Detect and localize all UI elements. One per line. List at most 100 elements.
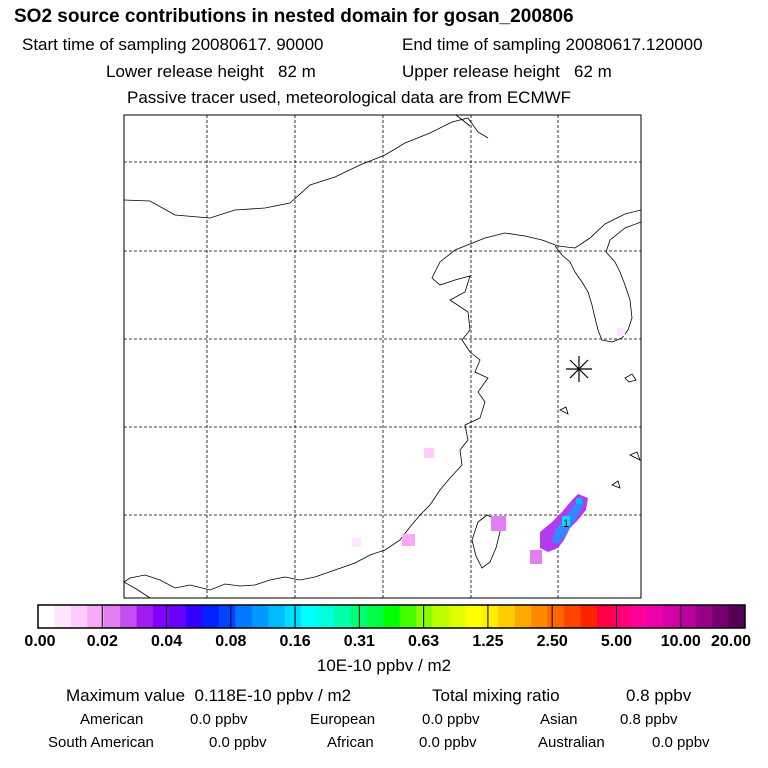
colorbar-swatch [416, 605, 434, 628]
region-value: 0.0 ppbv [652, 734, 710, 751]
colorbar-swatch [218, 605, 236, 628]
lower-height-label: Lower release height [106, 62, 264, 81]
asterisk-icon [566, 356, 592, 382]
end-time-value: 20080617.120000 [565, 35, 703, 54]
total-mixing-ratio-label: Total mixing ratio [432, 686, 560, 705]
colorbar-swatch [38, 605, 55, 628]
region-value: 0.0 ppbv [422, 711, 480, 728]
region-name: American [80, 711, 144, 728]
colorbar-swatch [383, 605, 401, 628]
colorbar [38, 605, 746, 628]
colorbar-swatch [613, 605, 631, 628]
colorbar-swatch [120, 605, 138, 628]
colorbar-tick-label: 0.04 [150, 633, 183, 650]
colorbar-swatch [514, 605, 532, 628]
region-name: African [327, 734, 374, 751]
colorbar-unit: 10E-10 ppbv / m2 [316, 656, 452, 675]
colorbar-swatch [531, 605, 549, 628]
colorbar-tick-label: 0.02 [86, 633, 118, 650]
upper-release-height: Upper release height 62 m [402, 62, 612, 82]
lower-release-height: Lower release height 82 m [106, 62, 316, 82]
concentration-cell [562, 516, 570, 526]
colorbar-swatch [268, 605, 286, 628]
colorbar-swatch [432, 605, 450, 628]
colorbar-swatch [564, 605, 582, 628]
start-time-value: 20080617. 90000 [191, 35, 324, 54]
colorbar-swatch [728, 605, 746, 628]
lower-height-value: 82 m [278, 62, 316, 81]
region-value: 0.0 ppbv [209, 734, 267, 751]
colorbar-swatch [70, 605, 88, 628]
colorbar-swatch [317, 605, 335, 628]
colorbar-swatch [103, 605, 121, 628]
colorbar-swatch [679, 605, 697, 628]
map-grid [124, 115, 641, 598]
colorbar-swatch [169, 605, 187, 628]
concentration-cell [491, 516, 506, 531]
concentration-cell [424, 448, 434, 458]
colorbar-swatch [695, 605, 713, 628]
colorbar-swatch [251, 605, 269, 628]
map-frame [123, 114, 642, 599]
colorbar-tick-label: 0.63 [408, 633, 440, 650]
region-value: 0.0 ppbv [419, 734, 477, 751]
colorbar-swatch [629, 605, 647, 628]
colorbar-tick-label: 20.00 [710, 633, 752, 650]
max-label: Maximum value [66, 686, 186, 705]
upper-height-value: 62 m [574, 62, 612, 81]
colorbar-swatch [662, 605, 680, 628]
colorbar-swatch [87, 605, 105, 628]
colorbar-swatch [481, 605, 499, 628]
concentration-cells [352, 328, 625, 564]
colorbar-swatch [185, 605, 203, 628]
region-name: Asian [540, 711, 578, 728]
concentration-cell [530, 550, 542, 564]
plot-title: SO2 source contributions in nested domai… [14, 6, 574, 27]
colorbar-swatch [465, 605, 483, 628]
colorbar-swatch [449, 605, 466, 628]
colorbar-swatch [366, 605, 384, 628]
colorbar-tick-label: 10.00 [660, 633, 701, 650]
start-time-label: Start time of sampling [22, 35, 187, 54]
cell-label: 1 [563, 518, 569, 530]
colorbar-swatch [153, 605, 171, 628]
colorbar-swatch [646, 605, 664, 628]
colorbar-swatch [136, 605, 154, 628]
region-name: European [310, 711, 376, 728]
colorbar-swatch [712, 605, 730, 628]
tracer-note: Passive tracer used, meteorological data… [127, 88, 572, 107]
colorbar-swatch [54, 605, 72, 628]
colorbar-swatch [399, 605, 417, 628]
colorbar-swatch [202, 605, 220, 628]
concentration-cell [617, 328, 625, 336]
colorbar-tick-label: 1.25 [472, 633, 504, 650]
region-value: 0.8 ppbv [620, 711, 678, 728]
concentration-cell [402, 534, 415, 546]
end-time: End time of sampling 20080617.120000 [402, 35, 703, 55]
colorbar-tick-label: 0.16 [279, 633, 311, 650]
upper-height-label: Upper release height [402, 62, 560, 81]
region-name: South American [48, 734, 154, 751]
colorbar-swatch [597, 605, 614, 628]
concentration-cell [576, 498, 582, 504]
colorbar-swatch [580, 605, 598, 628]
colorbar-swatch [498, 605, 516, 628]
end-time-label: End time of sampling [402, 35, 561, 54]
region-value: 0.0 ppbv [190, 711, 248, 728]
colorbar-tick-label: 0.31 [343, 633, 375, 650]
colorbar-swatch [547, 605, 565, 628]
colorbar-swatch [235, 605, 253, 628]
colorbar-tick-label: 0.00 [24, 633, 56, 650]
colorbar-tick-label: 2.50 [536, 633, 568, 650]
concentration-cell [352, 538, 361, 547]
colorbar-swatch [284, 605, 302, 628]
colorbar-swatch [333, 605, 351, 628]
colorbar-tick-label: 5.00 [600, 633, 633, 650]
colorbar-frame [37, 604, 746, 629]
region-name: Australian [538, 734, 605, 751]
maximum-value: Maximum value 0.118E-10 ppbv / m2 [66, 686, 351, 706]
colorbar-swatch [301, 605, 319, 628]
max-value: 0.118E-10 ppbv / m2 [194, 686, 352, 705]
total-mixing-ratio-value: 0.8 ppbv [626, 686, 692, 705]
